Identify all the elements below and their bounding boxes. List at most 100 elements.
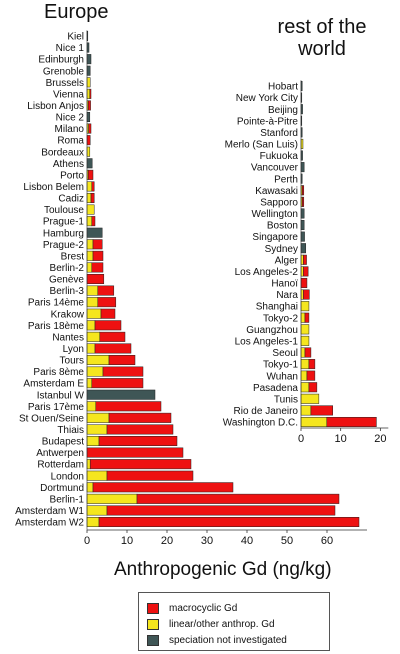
eu-tick-label-60: 60 bbox=[321, 535, 333, 547]
eu-bar-rotterdam-macrocyclic bbox=[89, 459, 192, 470]
eu-bar-paris-14eme-linear-other bbox=[86, 297, 99, 308]
eu-label-rotterdam: Rotterdam bbox=[37, 460, 84, 471]
eu-bar-dortmund-macrocyclic bbox=[92, 482, 234, 493]
legend-label-macrocyclic: macrocyclic Gd bbox=[169, 602, 238, 614]
rw-label-hanoi: Hanoï bbox=[271, 279, 298, 290]
eu-bar-geneve-macrocyclic bbox=[86, 274, 105, 284]
rw-label-vancouver: Vancouver bbox=[251, 163, 299, 174]
eu-label-amsterdam-w2: Amsterdam W2 bbox=[15, 518, 84, 529]
eu-bar-berlin-2-macrocyclic bbox=[91, 262, 104, 273]
eu-label-paris-17eme: Paris 17ème bbox=[28, 402, 85, 413]
eu-label-berlin-2: Berlin-2 bbox=[50, 263, 85, 274]
eu-label-st-ouen-seine: St Ouen/Seine bbox=[19, 413, 84, 424]
rw-label-guangzhou: Guangzhou bbox=[246, 325, 298, 336]
eu-label-kiel: Kiel bbox=[67, 32, 84, 43]
eu-bar-nice-2-speciation bbox=[86, 112, 91, 122]
eu-bar-paris-18eme-linear-other bbox=[86, 320, 96, 331]
eu-bar-rotterdam-linear-other bbox=[86, 459, 91, 470]
eu-bar-berlin-1-linear-other bbox=[86, 493, 138, 504]
rw-label-wellington: Wellington bbox=[251, 209, 298, 220]
legend-item-not-investigated: speciation not investigated bbox=[147, 633, 287, 647]
eu-bar-cadiz-macrocyclic bbox=[90, 193, 95, 203]
rw-bar-boston-speciation bbox=[300, 220, 305, 231]
eu-bar-krakow-linear-other bbox=[86, 308, 102, 319]
eu-bar-roma-macrocyclic bbox=[86, 135, 91, 146]
rw-bar-vancouver-speciation bbox=[300, 162, 305, 173]
eu-label-lisbon-belem: Lisbon Belem bbox=[23, 182, 84, 193]
eu-bar-paris-8eme-linear-other bbox=[86, 366, 104, 377]
eu-bar-prague-2-macrocyclic bbox=[92, 239, 103, 250]
eu-bar-budapest-macrocyclic bbox=[98, 436, 178, 446]
eu-label-paris-8eme: Paris 8ème bbox=[33, 367, 84, 378]
eu-bar-nantes-linear-other bbox=[86, 331, 101, 342]
eu-bar-st-ouen-seine-macrocyclic bbox=[108, 412, 172, 423]
eu-label-berlin-1: Berlin-1 bbox=[50, 494, 85, 505]
rw-tick-label-10: 10 bbox=[335, 433, 347, 445]
eu-bar-nantes-macrocyclic bbox=[99, 331, 126, 342]
eu-bar-athens-speciation bbox=[86, 158, 93, 169]
rw-bar-tokyo-1-macrocyclic bbox=[308, 359, 316, 370]
rw-bar-seoul-linear-other bbox=[300, 347, 306, 358]
eu-bar-berlin-3-macrocyclic bbox=[97, 285, 115, 296]
rw-label-seoul: Seoul bbox=[272, 348, 298, 359]
rw-label-singapore: Singapore bbox=[252, 232, 298, 243]
eu-bar-amsterdam-w2-linear-other bbox=[86, 517, 100, 527]
eu-label-nantes: Nantes bbox=[52, 332, 84, 343]
eu-bar-amsterdam-w1-linear-other bbox=[86, 505, 108, 516]
eu-label-prague-1: Prague-1 bbox=[43, 217, 85, 228]
eu-bar-krakow-macrocyclic bbox=[100, 308, 116, 319]
rw-bar-pasadena-linear-other bbox=[300, 382, 310, 393]
rw-label-los-angeles-1: Los Angeles-1 bbox=[235, 336, 299, 347]
eu-label-vienna: Vienna bbox=[53, 89, 84, 100]
rw-bar-los-angeles-2-macrocyclic bbox=[303, 266, 309, 277]
eu-label-milano: Milano bbox=[55, 124, 85, 135]
eu-bar-prague-1-macrocyclic bbox=[91, 216, 96, 227]
eu-label-budapest: Budapest bbox=[42, 437, 84, 448]
rw-bar-tokyo-2-linear-other bbox=[300, 312, 306, 323]
rw-label-tokyo-2: Tokyo-2 bbox=[263, 313, 298, 324]
eu-label-grenoble: Grenoble bbox=[43, 66, 85, 77]
eu-bar-paris-14eme-macrocyclic bbox=[97, 297, 117, 308]
eu-bar-brest-macrocyclic bbox=[92, 250, 104, 261]
eu-label-athens: Athens bbox=[53, 159, 84, 170]
eu-bar-hamburg-speciation bbox=[86, 227, 103, 238]
eu-tick-label-10: 10 bbox=[121, 535, 133, 547]
rw-bar-rio-de-janeiro-macrocyclic bbox=[310, 405, 333, 416]
rw-bar-tunis-linear-other bbox=[300, 393, 320, 404]
eu-label-cadiz: Cadiz bbox=[58, 194, 84, 205]
rw-bar-rio-de-janeiro-linear-other bbox=[300, 405, 312, 416]
eu-label-bordeaux: Bordeaux bbox=[41, 147, 84, 158]
eu-label-tours: Tours bbox=[60, 356, 84, 367]
rw-bar-sapporo-macrocyclic bbox=[301, 196, 305, 207]
rw-label-kawasaki: Kawasaki bbox=[255, 186, 298, 197]
eu-bar-berlin-2-linear-other bbox=[86, 262, 93, 273]
eu-label-dortmund: Dortmund bbox=[40, 483, 84, 494]
eu-label-hamburg: Hamburg bbox=[43, 228, 84, 239]
rw-bar-los-angeles-2-linear-other bbox=[300, 266, 304, 277]
eu-label-paris-18eme: Paris 18ème bbox=[28, 321, 85, 332]
rw-bar-hanoi-macrocyclic bbox=[300, 277, 308, 288]
rw-label-perth: Perth bbox=[274, 174, 298, 185]
rw-label-wuhan: Wuhan bbox=[266, 371, 298, 382]
rw-label-los-angeles-2: Los Angeles-2 bbox=[235, 267, 299, 278]
rw-tick-label-0: 0 bbox=[298, 433, 304, 445]
legend-label-not-investigated: speciation not investigated bbox=[169, 634, 287, 646]
rw-bar-shanghai-linear-other bbox=[300, 301, 310, 312]
x-axis-label: Anthropogenic Gd (ng/kg) bbox=[114, 559, 332, 580]
rw-label-boston: Boston bbox=[267, 221, 298, 232]
eu-bar-porto-macrocyclic bbox=[87, 169, 94, 180]
legend-item-macrocyclic: macrocyclic Gd bbox=[147, 601, 237, 615]
rest-of-world-title: rest of the world bbox=[277, 16, 367, 60]
legend-swatch-not-investigated bbox=[147, 634, 159, 646]
eu-bar-lisbon-belem-linear-other bbox=[86, 181, 93, 192]
rw-bar-tokyo-2-macrocyclic bbox=[304, 312, 310, 323]
rw-label-pasadena: Pasadena bbox=[253, 383, 298, 394]
eu-bar-amsterdam-e-macrocyclic bbox=[91, 378, 144, 389]
eu-bar-dortmund-linear-other bbox=[86, 482, 94, 493]
rw-bar-nara-linear-other bbox=[300, 289, 304, 300]
eu-tick-label-30: 30 bbox=[201, 535, 213, 547]
eu-bar-prague-2-linear-other bbox=[86, 239, 94, 250]
eu-bar-tours-macrocyclic bbox=[108, 355, 136, 365]
